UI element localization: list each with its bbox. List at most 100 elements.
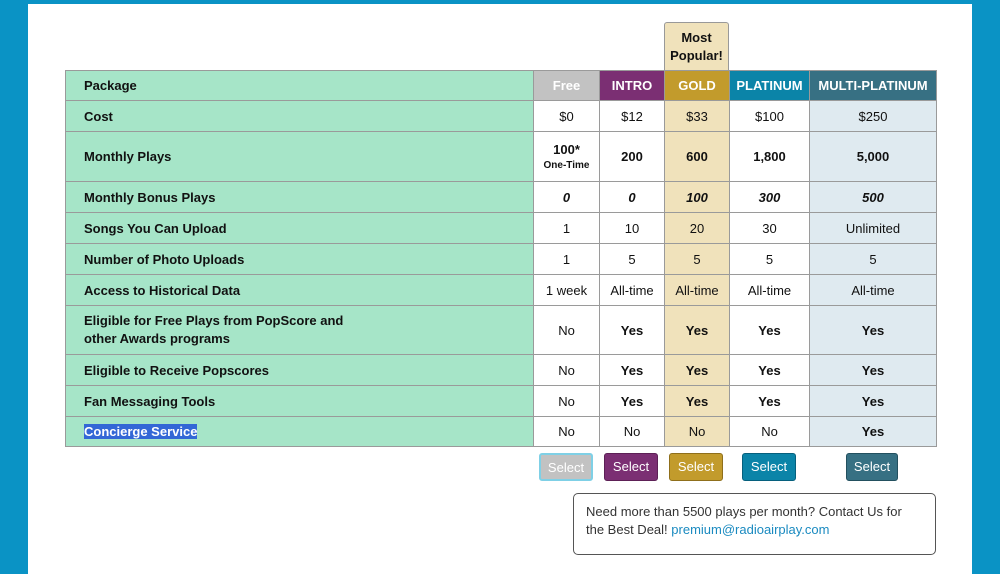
- cell: 200: [599, 131, 665, 182]
- cell: Yes: [664, 305, 730, 355]
- cell-value: Yes: [861, 424, 885, 439]
- cell-value: 500: [862, 189, 884, 205]
- cell-value: Yes: [861, 362, 885, 378]
- table-row: Fan Messaging Tools No Yes Yes Yes Yes: [65, 385, 937, 417]
- cell-value: $12: [621, 108, 643, 124]
- table-row: Eligible for Free Plays from PopScore an…: [65, 305, 937, 355]
- cell-value: All-time: [747, 282, 792, 298]
- cell-value: No: [688, 424, 706, 439]
- select-button[interactable]: Select: [742, 453, 796, 481]
- cell-value: No: [623, 424, 641, 439]
- table-row: Concierge Service No No No No Yes: [65, 416, 937, 447]
- cell: 1 week: [533, 274, 600, 306]
- cell-value: No: [558, 393, 575, 409]
- cell: All-time: [599, 274, 665, 306]
- email-link[interactable]: premium@radioairplay.com: [671, 522, 830, 537]
- cell-value: No: [558, 322, 575, 338]
- cell: All-time: [729, 274, 810, 306]
- cell-value: 1: [562, 220, 571, 236]
- cell-value: 200: [621, 149, 643, 164]
- cell-value: Yes: [758, 393, 781, 409]
- cell-value: No: [558, 362, 575, 378]
- cell: 1: [533, 243, 600, 275]
- cell: Yes: [809, 416, 937, 447]
- row-label: Access to Historical Data: [65, 274, 534, 306]
- cell: $100: [729, 100, 810, 132]
- cell: 0: [599, 181, 665, 213]
- cell-value: 20: [689, 220, 705, 236]
- cell: 600: [664, 131, 730, 182]
- table-row: Songs You Can Upload 1 10 20 30 Unlimited: [65, 212, 937, 244]
- cell: Yes: [729, 305, 810, 355]
- cell: Yes: [599, 385, 665, 417]
- cell-value: No: [761, 424, 778, 439]
- cell-value: Yes: [861, 393, 885, 409]
- cell: $250: [809, 100, 937, 132]
- cell-value: Yes: [758, 362, 781, 378]
- row-label-text: Cost: [84, 108, 113, 124]
- cell: 10: [599, 212, 665, 244]
- row-label-text: Monthly Plays: [84, 149, 172, 164]
- table-row: Monthly Plays 100* One-Time 200 600 1,800 5,00…: [65, 131, 937, 182]
- cell-value: 1: [562, 251, 571, 267]
- cell-value: 300: [758, 189, 781, 205]
- cell: 100* One-Time: [533, 131, 600, 182]
- cell: No: [533, 354, 600, 386]
- cell-value: 0: [562, 189, 571, 205]
- plan-header: GOLD: [664, 70, 730, 101]
- plan-header: Free: [533, 70, 600, 101]
- cell: Yes: [729, 354, 810, 386]
- cell: 30: [729, 212, 810, 244]
- cell-subtext: One-Time: [543, 160, 590, 171]
- cell-value: Yes: [620, 393, 644, 409]
- cell: No: [533, 305, 600, 355]
- cell-value: $0: [559, 108, 574, 124]
- cell: 0: [533, 181, 600, 213]
- row-label: Eligible for Free Plays from PopScore an…: [65, 305, 534, 355]
- cell: No: [664, 416, 730, 447]
- pricing-table: Package Free INTRO GOLD PLATINUM MULTI-PLATIN…: [65, 70, 937, 447]
- cell: 500: [809, 181, 937, 213]
- cell-value: Yes: [620, 362, 644, 378]
- row-label: Fan Messaging Tools: [65, 385, 534, 417]
- table-row: Eligible to Receive Popscores No Yes Yes Yes…: [65, 354, 937, 386]
- cell-value: 100*: [553, 142, 580, 157]
- cell: Yes: [809, 354, 937, 386]
- row-label: Number of Photo Uploads: [65, 243, 534, 275]
- select-button[interactable]: Select: [539, 453, 593, 481]
- cell: All-time: [809, 274, 937, 306]
- table-row: Access to Historical Data 1 week All-time A…: [65, 274, 937, 306]
- cell-value: $100: [755, 108, 784, 124]
- header-row: Package Free INTRO GOLD PLATINUM MULTI-PLATIN…: [65, 70, 937, 101]
- cell: Yes: [664, 354, 730, 386]
- cell: No: [533, 385, 600, 417]
- cell-value: All-time: [610, 282, 654, 298]
- table-row: Cost $0 $12 $33 $100 $250: [65, 100, 937, 132]
- cell: 5: [809, 243, 937, 275]
- select-button[interactable]: Select: [669, 453, 723, 481]
- row-label-text: Monthly Bonus Plays: [84, 189, 216, 205]
- cell: 5: [599, 243, 665, 275]
- cell-value: Yes: [758, 322, 781, 338]
- cell-value: 10: [624, 220, 640, 236]
- row-label-text: Number of Photo Uploads: [84, 251, 245, 267]
- cell-value: Yes: [620, 322, 644, 338]
- row-label-text: Concierge Service: [84, 424, 198, 439]
- cell-value: 1,800: [753, 149, 786, 164]
- row-label: Cost: [65, 100, 534, 132]
- row-label-text: Access to Historical Data: [84, 282, 241, 298]
- cell-value: Yes: [685, 322, 709, 338]
- cell-value: Yes: [685, 362, 709, 378]
- cell: 20: [664, 212, 730, 244]
- cell: Unlimited: [809, 212, 937, 244]
- cell: 1: [533, 212, 600, 244]
- cell: $33: [664, 100, 730, 132]
- cell: Yes: [809, 385, 937, 417]
- cell-value: $33: [686, 108, 708, 124]
- row-label: Concierge Service: [65, 416, 534, 447]
- cell-value: 5: [869, 251, 877, 267]
- row-label: Monthly Bonus Plays: [65, 181, 534, 213]
- cell-value: All-time: [851, 282, 895, 298]
- select-button[interactable]: Select: [604, 453, 658, 481]
- select-button[interactable]: Select: [846, 453, 898, 481]
